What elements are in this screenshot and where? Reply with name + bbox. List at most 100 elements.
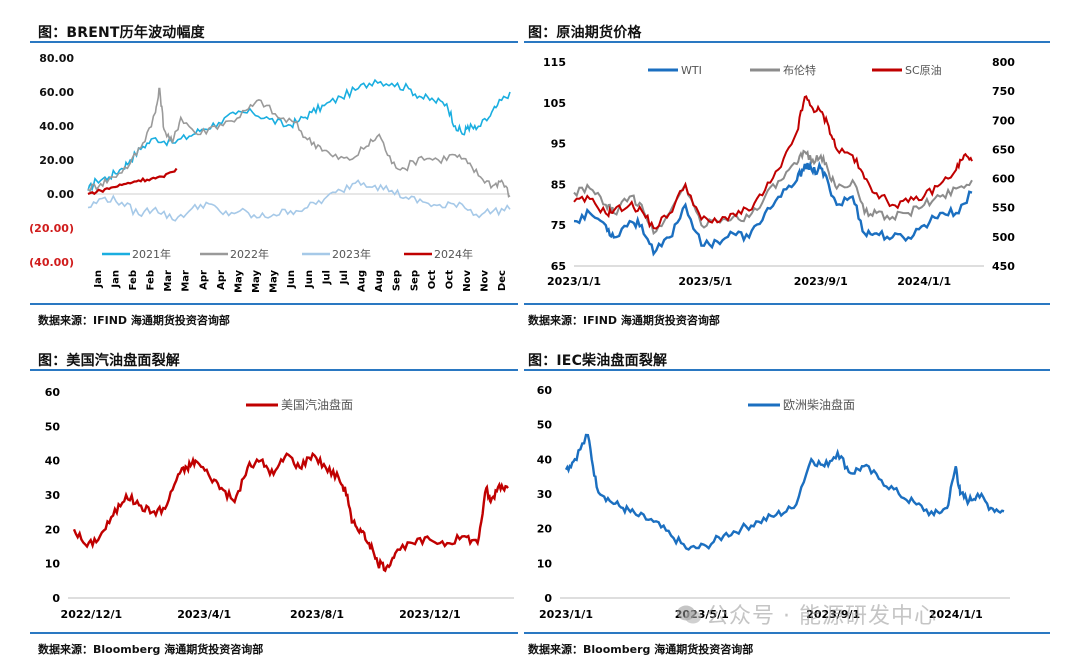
- series-line-2021年: [88, 80, 510, 191]
- legend-label: WTI: [681, 64, 702, 77]
- series-line-美国汽油盘面: [74, 454, 508, 571]
- x-tick-label: 2023/8/1: [290, 608, 344, 621]
- y-tick-label: (40.00): [30, 256, 74, 269]
- y-tick-label: 0: [52, 592, 60, 605]
- y-tick-label: 30: [45, 489, 61, 502]
- legend-label: 2024年: [434, 247, 473, 261]
- x-tick-label: Feb: [128, 270, 139, 290]
- source-note: 数据来源：IFIND 海通期货投资咨询部: [528, 312, 720, 328]
- crude-futures-panel: 图：原油期货价格 115 105 95 85 75 65 800 750 700 650 600 55…: [524, 0, 1050, 330]
- y-left-tick-label: 105: [543, 97, 566, 110]
- wechat-icon: [676, 604, 702, 626]
- source-note: 数据来源：Bloomberg 海通期货投资咨询部: [38, 641, 263, 657]
- x-tick-label: 2023/4/1: [177, 608, 231, 621]
- series-line-欧洲柴油盘面: [566, 435, 1004, 550]
- x-tick-label: Jan: [93, 270, 104, 289]
- panel-title: 图：BRENT历年波动幅度: [38, 22, 205, 42]
- x-tick-label: Jul: [339, 270, 350, 285]
- title-rule: [524, 369, 1050, 371]
- x-tick-label: Oct: [444, 270, 455, 289]
- y-tick-label: 40.00: [39, 120, 74, 133]
- y-tick-label: (20.00): [30, 222, 74, 235]
- brent-panel: 图：BRENT历年波动幅度 80.00 60.00 40.00 20.00 0.00 (2…: [30, 0, 518, 330]
- y-left-tick-label: 95: [551, 138, 566, 151]
- x-tick-label: 2023/1/1: [547, 275, 601, 288]
- title-rule: [30, 41, 518, 43]
- y-right-tick-label: 450: [992, 260, 1015, 273]
- x-tick-label: 2023/1/1: [539, 608, 593, 621]
- x-tick-label: Aug: [357, 270, 368, 292]
- y-right-tick-label: 750: [992, 85, 1015, 98]
- y-left-tick-label: 75: [551, 219, 566, 232]
- y-left-tick-label: 115: [543, 56, 566, 69]
- us-gasoline-panel: 图：美国汽油盘面裂解 60 50 40 30 20 10 0 2022/12/1 2023/4/…: [30, 330, 518, 662]
- x-tick-label: 2023/5/1: [678, 275, 732, 288]
- panel-title: 图：IEC柴油盘面裂解: [528, 350, 667, 370]
- panel-title: 图：原油期货价格: [528, 22, 642, 42]
- source-rule: [30, 303, 518, 305]
- y-tick-label: 10: [537, 557, 553, 570]
- y-tick-label: 0: [544, 592, 552, 605]
- source-rule: [524, 303, 1050, 305]
- x-tick-label: Mar: [181, 270, 192, 292]
- watermark: 公众号 · 能源研发中心: [676, 598, 937, 630]
- y-tick-label: 0.00: [47, 188, 74, 201]
- y-tick-label: 40: [537, 453, 553, 466]
- x-tick-label: 2023/12/1: [399, 608, 461, 621]
- y-right-tick-label: 500: [992, 231, 1015, 244]
- y-tick-label: 50: [537, 419, 553, 432]
- x-tick-label: Oct: [427, 270, 438, 289]
- y-tick-label: 60: [45, 386, 61, 399]
- watermark-text: 公众号 · 能源研发中心: [706, 604, 937, 629]
- x-tick-label: Jun: [286, 270, 297, 289]
- x-tick-label: Aug: [374, 270, 385, 292]
- legend-label: 欧洲柴油盘面: [783, 397, 855, 412]
- y-right-tick-label: 700: [992, 114, 1015, 127]
- x-tick-label: May: [251, 270, 262, 293]
- source-rule: [524, 632, 1050, 634]
- x-tick-label: May: [269, 270, 280, 293]
- x-tick-label: Jan: [110, 270, 121, 289]
- y-right-tick-label: 600: [992, 173, 1015, 186]
- legend-label: 2023年: [332, 247, 371, 261]
- crude-futures-chart: 115 105 95 85 75 65 800 750 700 650 600 550 500 450 20…: [524, 44, 1050, 300]
- y-tick-label: 40: [45, 455, 61, 468]
- y-tick-label: 30: [537, 488, 553, 501]
- x-tick-label: 2023/9/1: [794, 275, 848, 288]
- x-tick-label: Jun: [304, 270, 315, 289]
- y-left-tick-label: 65: [551, 260, 566, 273]
- legend-label: SC原油: [905, 63, 942, 77]
- x-tick-label: Feb: [146, 270, 157, 290]
- y-right-tick-label: 800: [992, 56, 1015, 69]
- y-tick-label: 10: [45, 558, 61, 571]
- x-tick-label: Sep: [392, 270, 403, 291]
- source-note: 数据来源：Bloomberg 海通期货投资咨询部: [528, 641, 753, 657]
- source-note: 数据来源：IFIND 海通期货投资咨询部: [38, 312, 230, 328]
- title-rule: [524, 41, 1050, 43]
- x-tick-label: May: [233, 270, 244, 293]
- series-line-布伦特: [574, 151, 972, 233]
- source-rule: [30, 632, 518, 634]
- x-tick-label: Mar: [163, 270, 174, 292]
- y-tick-label: 20: [537, 523, 553, 536]
- series-line-2023年: [88, 180, 510, 220]
- brent-chart: 80.00 60.00 40.00 20.00 0.00 (20.00) (40.00) Ja…: [30, 44, 518, 300]
- y-tick-label: 20.00: [39, 154, 74, 167]
- y-tick-label: 60.00: [39, 86, 74, 99]
- x-tick-label: Dec: [497, 270, 508, 291]
- legend-label: 2021年: [132, 247, 171, 261]
- x-tick-label: 2022/12/1: [61, 608, 123, 621]
- y-tick-label: 20: [45, 523, 61, 536]
- x-tick-label: Apr: [198, 270, 209, 290]
- title-rule: [30, 369, 518, 371]
- legend-label: 布伦特: [783, 63, 816, 77]
- x-tick-label: Apr: [216, 270, 227, 290]
- series-line-2024年: [88, 169, 177, 195]
- x-tick-label: Jul: [321, 270, 332, 285]
- legend-label: 美国汽油盘面: [281, 397, 353, 412]
- y-tick-label: 50: [45, 420, 61, 433]
- y-tick-label: 80.00: [39, 52, 74, 65]
- legend-label: 2022年: [230, 247, 269, 261]
